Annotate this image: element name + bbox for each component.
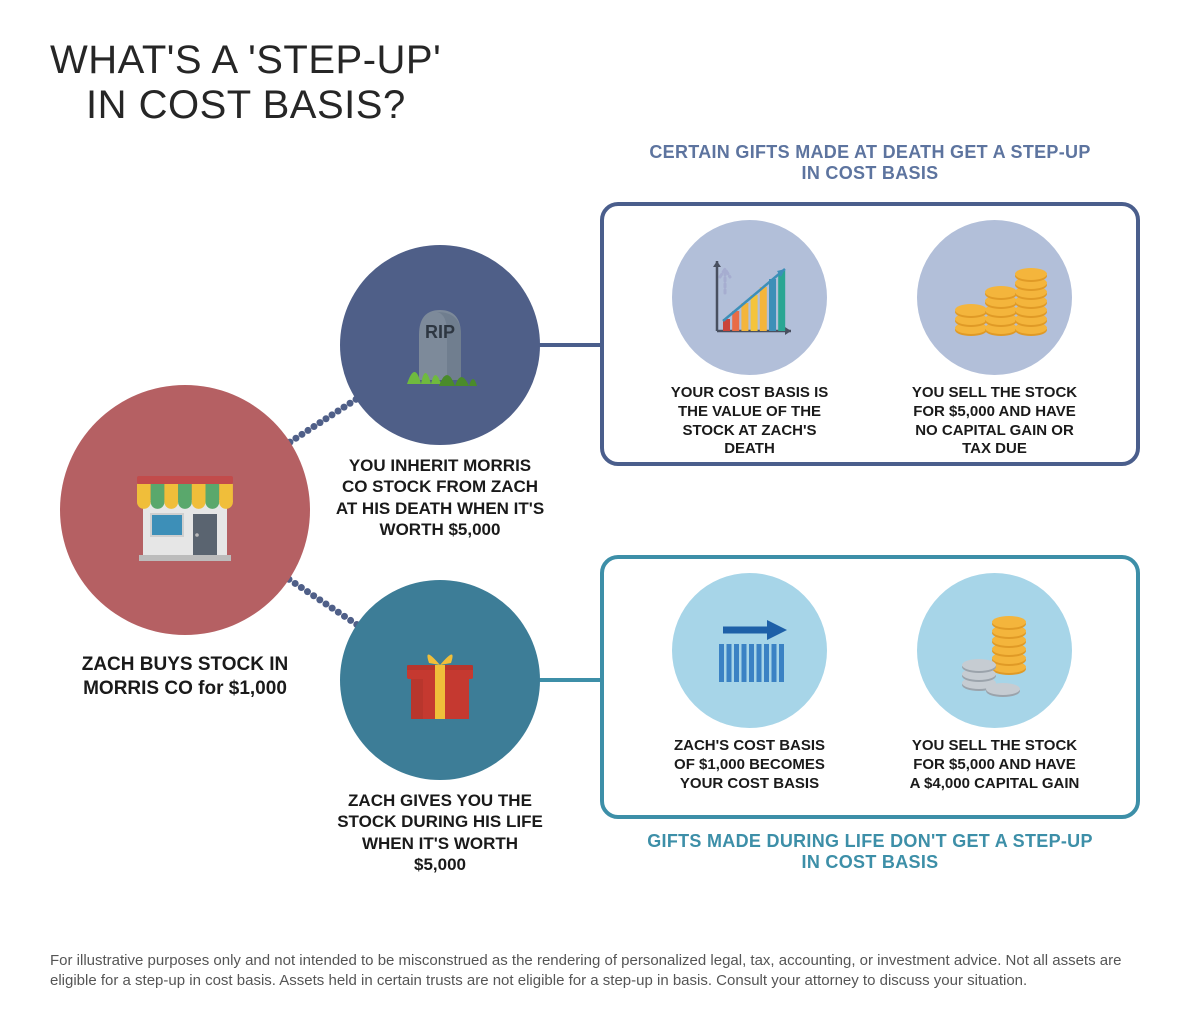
barcode-arrow-icon — [695, 596, 805, 706]
gift-caption: ZACH GIVES YOU THE STOCK DURING HIS LIFE… — [335, 790, 545, 875]
outcome-coins-circle — [917, 220, 1072, 375]
death-node: RIP — [340, 245, 540, 445]
outcome-mixedcoins-caption: YOU SELL THE STOCK FOR $5,000 AND HAVE A… — [907, 737, 1082, 793]
start-caption: ZACH BUYS STOCK IN MORRIS CO for $1,000 — [75, 653, 295, 701]
outcome-mixedcoins-circle — [917, 573, 1072, 728]
tombstone-icon: RIP — [385, 290, 495, 400]
disclaimer: For illustrative purposes only and not i… — [50, 951, 1150, 992]
heading-death: CERTAIN GIFTS MADE AT DEATH GET A STEP-U… — [640, 142, 1100, 184]
heading-gift: GIFTS MADE DURING LIFE DON'T GET A STEP-… — [640, 831, 1100, 873]
coin-stacks-icon — [935, 238, 1055, 358]
outcome-box-gift: ZACH'S COST BASIS OF $1,000 BECOMES YOUR… — [600, 555, 1140, 819]
outcome-box-death: YOUR COST BASIS IS THE VALUE OF THE STOC… — [600, 202, 1140, 466]
outcome-chart-circle — [672, 220, 827, 375]
outcome-coins-caption: YOU SELL THE STOCK FOR $5,000 AND HAVE N… — [907, 384, 1082, 459]
outcome-chart-caption: YOUR COST BASIS IS THE VALUE OF THE STOC… — [662, 384, 837, 459]
outcome-barcode-caption: ZACH'S COST BASIS OF $1,000 BECOMES YOUR… — [662, 737, 837, 793]
gift-icon — [385, 625, 495, 735]
growth-chart-icon — [695, 243, 805, 353]
svg-text:RIP: RIP — [425, 322, 455, 342]
storefront-icon — [115, 440, 255, 580]
outcome-barcode-circle — [672, 573, 827, 728]
page-title: WHAT'S A 'STEP-UP' IN COST BASIS? — [50, 38, 441, 128]
infographic-canvas: WHAT'S A 'STEP-UP' IN COST BASIS? ZACH B… — [0, 0, 1200, 1023]
title-line-1: WHAT'S A 'STEP-UP' — [50, 38, 441, 83]
gift-node — [340, 580, 540, 780]
start-node — [60, 385, 310, 635]
mixed-coins-icon — [935, 591, 1055, 711]
title-line-2: IN COST BASIS? — [50, 83, 441, 128]
death-caption: YOU INHERIT MORRIS CO STOCK FROM ZACH AT… — [335, 455, 545, 540]
